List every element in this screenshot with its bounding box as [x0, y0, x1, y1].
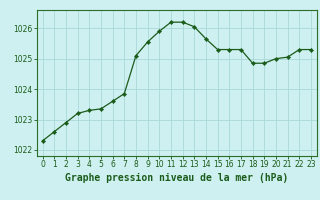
X-axis label: Graphe pression niveau de la mer (hPa): Graphe pression niveau de la mer (hPa): [65, 173, 288, 183]
